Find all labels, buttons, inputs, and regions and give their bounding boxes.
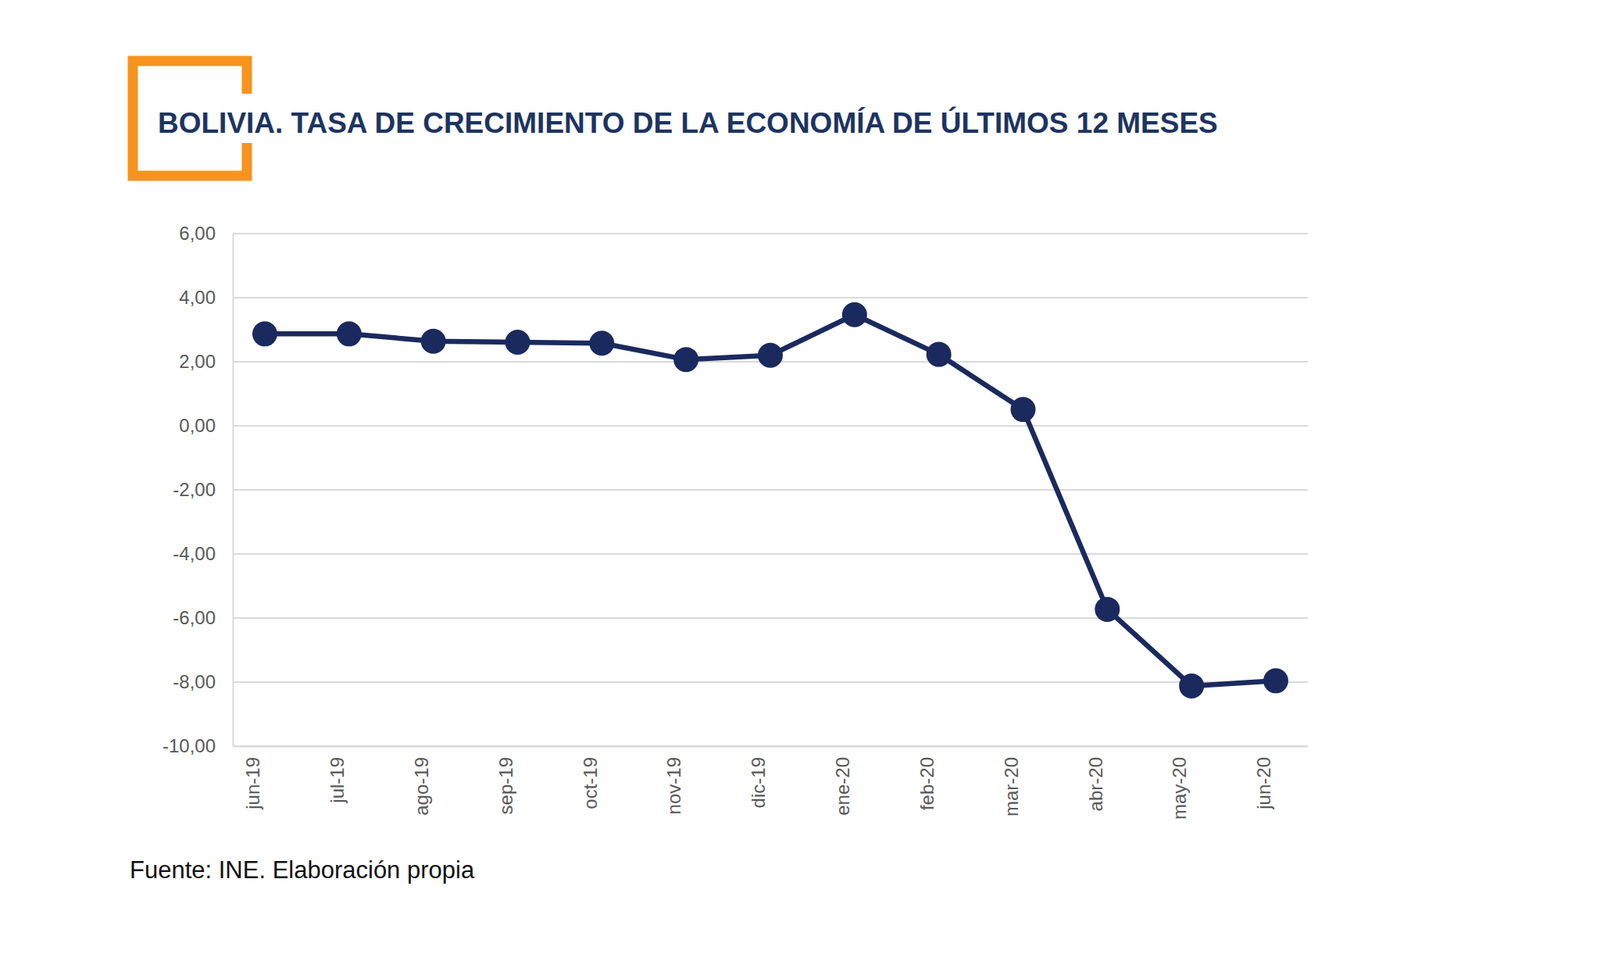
- y-tick: 0,00: [178, 414, 233, 436]
- y-tick-label: -10,00: [162, 735, 216, 757]
- y-tick: -8,00: [172, 671, 233, 693]
- grid: [232, 233, 1308, 747]
- x-tick: jun-20: [1253, 746, 1276, 811]
- point-marker: [926, 342, 952, 368]
- x-tick: ago-19: [410, 746, 434, 816]
- grid-line: [232, 553, 1308, 555]
- x-tick: abr-20: [1085, 746, 1108, 811]
- point-marker: [1263, 667, 1289, 693]
- grid-line: [232, 617, 1308, 619]
- y-tick: -6,00: [172, 607, 233, 629]
- x-tick: jun-19: [242, 746, 265, 811]
- chart-title: BOLIVIA. TASA DE CRECIMIENTO DE LA ECONO…: [157, 106, 1218, 140]
- point-marker: [757, 342, 783, 368]
- y-tick: 4,00: [178, 286, 233, 308]
- point-marker: [589, 330, 615, 356]
- y-tick-label: 0,00: [178, 414, 216, 436]
- x-tick: feb-20: [916, 746, 940, 811]
- point-marker: [1178, 673, 1204, 699]
- y-axis-line: [232, 234, 235, 747]
- x-tick-label: dic-19: [747, 757, 769, 808]
- x-tick: ene-20: [832, 746, 855, 816]
- x-tick: dic-19: [747, 746, 771, 808]
- y-tick-label: -6,00: [172, 607, 216, 629]
- x-tick: oct-19: [579, 746, 603, 810]
- point-marker: [1010, 396, 1036, 422]
- x-tick-label: sep-19: [495, 757, 517, 815]
- x-tick-label: ago-19: [410, 757, 433, 816]
- y-tick: -10,00: [162, 735, 233, 757]
- x-tick-label: abr-20: [1085, 757, 1107, 811]
- plot-area: [252, 302, 1289, 699]
- y-tick: 2,00: [178, 350, 233, 372]
- grid-line: [232, 745, 1308, 747]
- x-tick-label: jun-20: [1253, 757, 1275, 811]
- x-tick-label: jul-19: [326, 757, 348, 804]
- chart: BOLIVIA. TASA DE CRECIMIENTO DE LA ECONO…: [0, 0, 1600, 979]
- y-tick-label: -2,00: [172, 478, 216, 500]
- point-marker: [1094, 596, 1120, 622]
- x-tick: mar-20: [1000, 746, 1024, 817]
- grid-line: [232, 425, 1308, 427]
- x-tick: sep-19: [495, 746, 518, 815]
- point-marker: [336, 321, 362, 347]
- grid-line: [232, 489, 1308, 491]
- x-tick-label: nov-19: [663, 757, 685, 815]
- point-marker: [252, 321, 278, 347]
- y-tick-label: -8,00: [172, 671, 216, 693]
- source-note: Fuente: INE. Elaboración propia: [129, 856, 475, 884]
- y-tick-label: 6,00: [178, 222, 216, 244]
- x-tick-label: may-20: [1168, 757, 1190, 820]
- x-tick-label: feb-20: [916, 757, 938, 811]
- x-axis: jun-19 jul-19 ago-19 sep-19 oct-19 nov-19 dic-…: [233, 746, 1309, 820]
- x-tick: jul-19: [326, 746, 350, 804]
- y-tick: -4,00: [172, 542, 233, 565]
- x-tick: nov-19: [663, 746, 686, 815]
- y-tick: 6,00: [178, 222, 233, 244]
- point-marker: [504, 329, 530, 355]
- series-line: [264, 314, 1276, 686]
- y-tick: -2,00: [172, 478, 233, 500]
- y-tick-label: 2,00: [178, 350, 216, 372]
- x-tick-label: mar-20: [1000, 757, 1022, 817]
- x-tick-label: jun-19: [242, 757, 264, 811]
- point-marker: [421, 328, 447, 354]
- point-marker: [842, 302, 868, 328]
- grid-line: [232, 232, 1308, 235]
- x-axis-line: [233, 746, 1309, 748]
- grid-line: [232, 681, 1308, 683]
- grid-line: [232, 296, 1308, 299]
- y-tick-label: 4,00: [178, 286, 216, 308]
- y-tick-label: -4,00: [172, 542, 216, 565]
- x-tick-label: oct-19: [579, 757, 601, 810]
- point-marker: [673, 346, 699, 372]
- x-tick-label: ene-20: [832, 757, 854, 816]
- x-tick: may-20: [1168, 746, 1192, 820]
- y-axis: -10,00 -8,00 -6,00 -4,00 -2,00 0,00 2,00 4,00 6,…: [162, 222, 234, 757]
